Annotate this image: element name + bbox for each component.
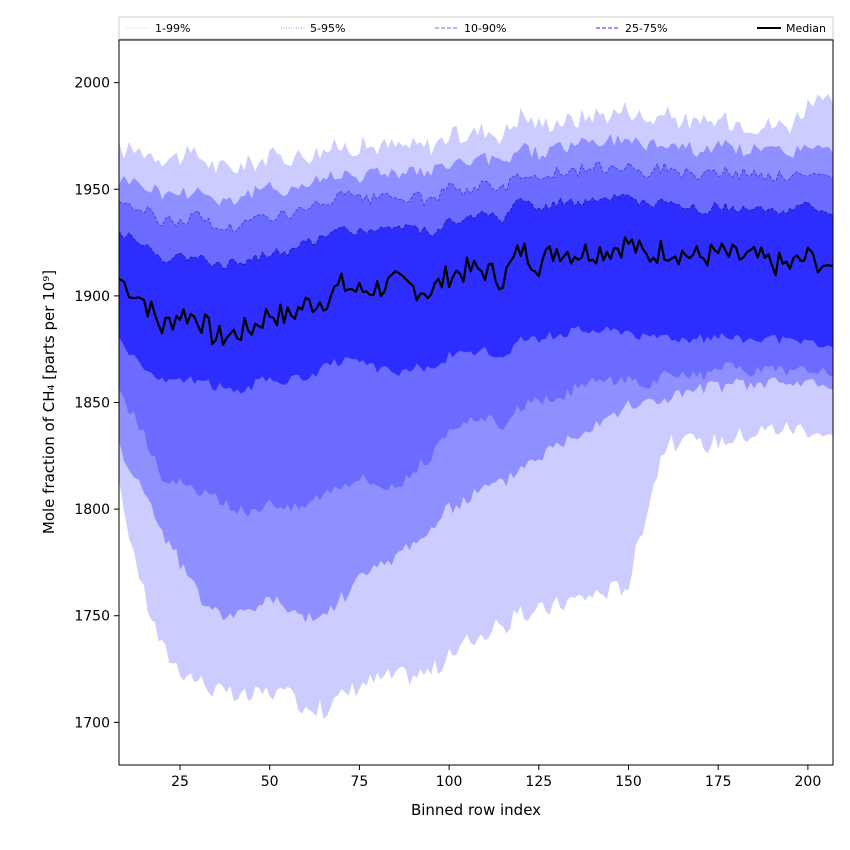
y-tick-label: 1850 bbox=[74, 396, 110, 412]
x-tick-label: 50 bbox=[261, 774, 279, 790]
legend-label: 5-95% bbox=[310, 22, 345, 35]
y-tick-label: 1700 bbox=[74, 715, 110, 731]
band-5-95-upper-edge bbox=[119, 134, 833, 207]
legend-label: 1-99% bbox=[155, 22, 190, 35]
y-tick-label: 1800 bbox=[74, 502, 110, 518]
y-axis-title: Mole fraction of CH₄ [parts per 10⁹] bbox=[40, 270, 58, 534]
legend: 1-99% 5-95% 10-90% 25-75% Median bbox=[118, 16, 834, 40]
y-tick-label: 1750 bbox=[74, 609, 110, 625]
x-axis-title: Binned row index bbox=[411, 801, 541, 819]
band-10-90-upper-edge bbox=[119, 161, 833, 234]
x-tick-label: 150 bbox=[615, 774, 642, 790]
percentile-bands bbox=[119, 93, 833, 719]
x-tick-label: 100 bbox=[436, 774, 463, 790]
band-1-99-upper-edge bbox=[119, 93, 833, 175]
y-tick-label: 1900 bbox=[74, 289, 110, 305]
legend-label: Median bbox=[786, 22, 826, 35]
x-tick-label: 200 bbox=[795, 774, 822, 790]
legend-label: 10-90% bbox=[464, 22, 506, 35]
band-25-75-upper-edge bbox=[119, 194, 833, 269]
y-tick-label: 1950 bbox=[74, 182, 110, 198]
x-tick-label: 25 bbox=[171, 774, 189, 790]
legend-label: 25-75% bbox=[625, 22, 667, 35]
y-axis: 1700 1750 1800 1850 1900 1950 2000 bbox=[74, 76, 119, 731]
median-layer bbox=[119, 236, 833, 346]
legend-box bbox=[118, 16, 834, 40]
x-tick-label: 125 bbox=[525, 774, 552, 790]
x-axis: 25 50 75 100 125 150 175 200 bbox=[171, 765, 821, 790]
x-tick-label: 75 bbox=[350, 774, 368, 790]
y-tick-label: 2000 bbox=[74, 76, 110, 92]
band-25-75 bbox=[119, 194, 833, 394]
x-tick-label: 175 bbox=[705, 774, 732, 790]
median-line bbox=[119, 236, 833, 346]
